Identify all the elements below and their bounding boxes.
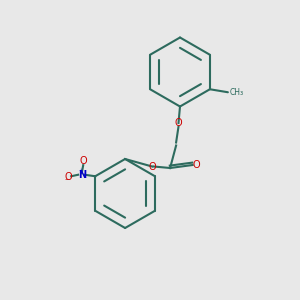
Text: O: O <box>80 156 87 166</box>
Text: $^+$: $^+$ <box>77 169 84 175</box>
Text: CH₃: CH₃ <box>230 88 244 97</box>
Text: O: O <box>64 172 72 182</box>
Text: N: N <box>78 170 86 180</box>
Text: O: O <box>175 118 182 128</box>
Text: $^-$: $^-$ <box>62 177 69 183</box>
Text: O: O <box>148 161 156 172</box>
Text: O: O <box>192 160 200 170</box>
